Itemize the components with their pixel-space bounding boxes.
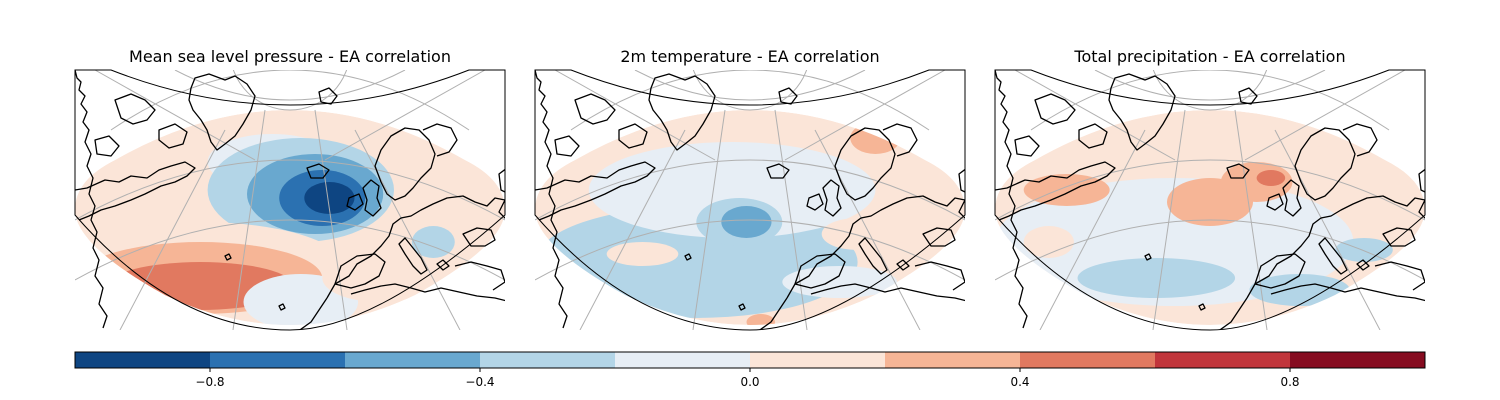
colorbar-tick-label: 0.0: [740, 375, 759, 389]
colorbar: −0.8 −0.4 0.0 0.4 0.8: [74, 351, 1426, 389]
correlation-contour-11: [746, 314, 776, 325]
map-panels: Mean sea level pressure - EA correlation…: [74, 47, 1426, 331]
correlation-contour-6: [304, 182, 355, 214]
correlation-field: [75, 110, 505, 325]
panel-title: Mean sea level pressure - EA correlation: [129, 47, 451, 66]
colorbar-segment: [1290, 352, 1426, 368]
colorbar-segment: [210, 352, 346, 368]
correlation-contour-8: [1249, 274, 1350, 306]
correlation-field: [535, 110, 965, 325]
colorbar-tick-label: 0.8: [1280, 375, 1299, 389]
correlation-contour-2: [588, 142, 876, 238]
map-boundary: [994, 69, 1426, 331]
correlation-field: [995, 110, 1425, 325]
map-boundary: [534, 69, 966, 331]
colorbar-tick-label: −0.8: [195, 375, 224, 389]
panel-title: Total precipitation - EA correlation: [1073, 47, 1345, 66]
correlation-contour-7: [411, 226, 455, 258]
map-panel-2: 2m temperature - EA correlation: [534, 47, 966, 331]
colorbar-segment: [345, 352, 481, 368]
correlation-contour-7: [1077, 258, 1236, 298]
colorbar-tick-label: −0.4: [465, 375, 494, 389]
colorbar-segment: [480, 352, 616, 368]
colorbar-segment: [615, 352, 751, 368]
correlation-contour-6: [606, 242, 679, 266]
correlation-contour-12: [322, 254, 437, 302]
correlation-contour-4: [1256, 170, 1286, 186]
map-panel-3: Total precipitation - EA correlation: [994, 47, 1426, 331]
correlation-contour-5: [1292, 146, 1365, 178]
colorbar-segment: [1155, 352, 1291, 368]
correlation-contour-4: [721, 206, 772, 238]
colorbar-tick-label: 0.4: [1010, 375, 1029, 389]
correlation-contour-9: [1335, 238, 1393, 262]
colorbar-segment: [75, 352, 211, 368]
panel-title: 2m temperature - EA correlation: [620, 47, 879, 66]
correlation-contour-6: [1023, 174, 1110, 206]
map-panel-1: Mean sea level pressure - EA correlation: [74, 47, 506, 331]
colorbar-segment: [750, 352, 886, 368]
correlation-contour-10: [1023, 226, 1074, 258]
correlation-contour-7: [821, 218, 894, 250]
colorbar-segment: [885, 352, 1021, 368]
map-boundary: [74, 69, 506, 331]
colorbar-segment: [1020, 352, 1156, 368]
